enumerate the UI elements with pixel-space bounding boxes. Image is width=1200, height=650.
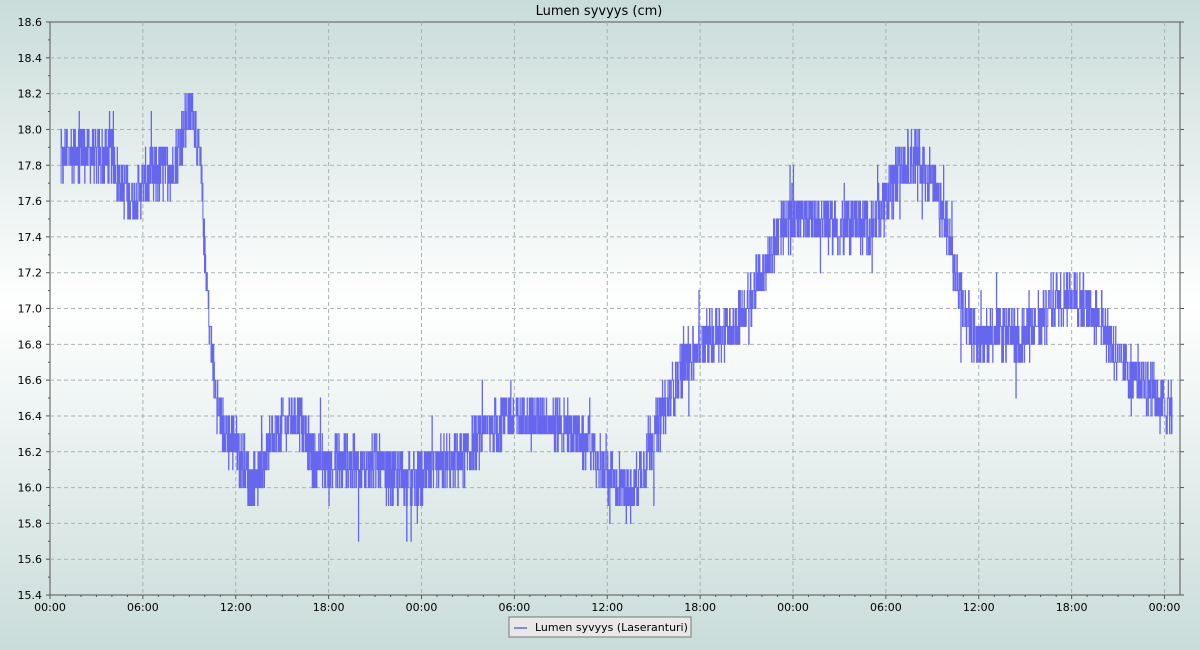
- x-tick-label: 18:00: [1056, 601, 1088, 614]
- x-tick-label: 06:00: [499, 601, 531, 614]
- y-tick-label: 15.6: [18, 553, 43, 566]
- y-tick-label: 18.0: [18, 123, 43, 136]
- y-tick-label: 15.8: [18, 517, 43, 530]
- y-tick-label: 16.6: [18, 374, 43, 387]
- y-tick-label: 18.2: [18, 88, 43, 101]
- series-line: [60, 93, 1173, 542]
- y-tick-label: 18.4: [18, 52, 43, 65]
- y-tick-label: 15.4: [18, 589, 43, 602]
- y-tick-label: 16.0: [18, 482, 43, 495]
- x-tick-label: 00:00: [34, 601, 66, 614]
- x-tick-label: 00:00: [406, 601, 438, 614]
- legend: Lumen syvyys (Laseranturi): [508, 616, 692, 638]
- x-tick-label: 12:00: [963, 601, 995, 614]
- x-tick-label: 06:00: [127, 601, 159, 614]
- y-tick-label: 16.8: [18, 338, 43, 351]
- x-tick-label: 00:00: [777, 601, 809, 614]
- y-tick-label: 16.4: [18, 410, 43, 423]
- y-tick-label: 18.6: [18, 16, 43, 29]
- y-tick-label: 17.0: [18, 303, 43, 316]
- x-axis: 00:00 06:00 12:00 18:00 00:00 06:00 12:00 18:00…: [34, 595, 1180, 614]
- y-tick-label: 17.8: [18, 159, 43, 172]
- legend-label: Lumen syvyys (Laseranturi): [535, 621, 688, 634]
- y-tick-label: 17.6: [18, 195, 43, 208]
- series-layer: [60, 93, 1173, 542]
- x-tick-label: 12:00: [591, 601, 623, 614]
- y-tick-label: 16.2: [18, 446, 43, 459]
- x-tick-label: 06:00: [870, 601, 902, 614]
- x-tick-label: 00:00: [1149, 601, 1181, 614]
- x-tick-label: 18:00: [313, 601, 345, 614]
- legend-box: [508, 616, 692, 638]
- x-tick-label: 12:00: [220, 601, 252, 614]
- grid-lines: [50, 22, 1180, 595]
- y-tick-label: 17.4: [18, 231, 43, 244]
- x-tick-label: 18:00: [684, 601, 716, 614]
- y-tick-label: 17.2: [18, 267, 43, 280]
- y-axis: 15.4 15.6 15.8 16.0 16.2 16.4 16.6 16.8 17.0 17.2…: [18, 16, 1184, 602]
- chart-title: Lumen syvyys (cm): [536, 4, 663, 19]
